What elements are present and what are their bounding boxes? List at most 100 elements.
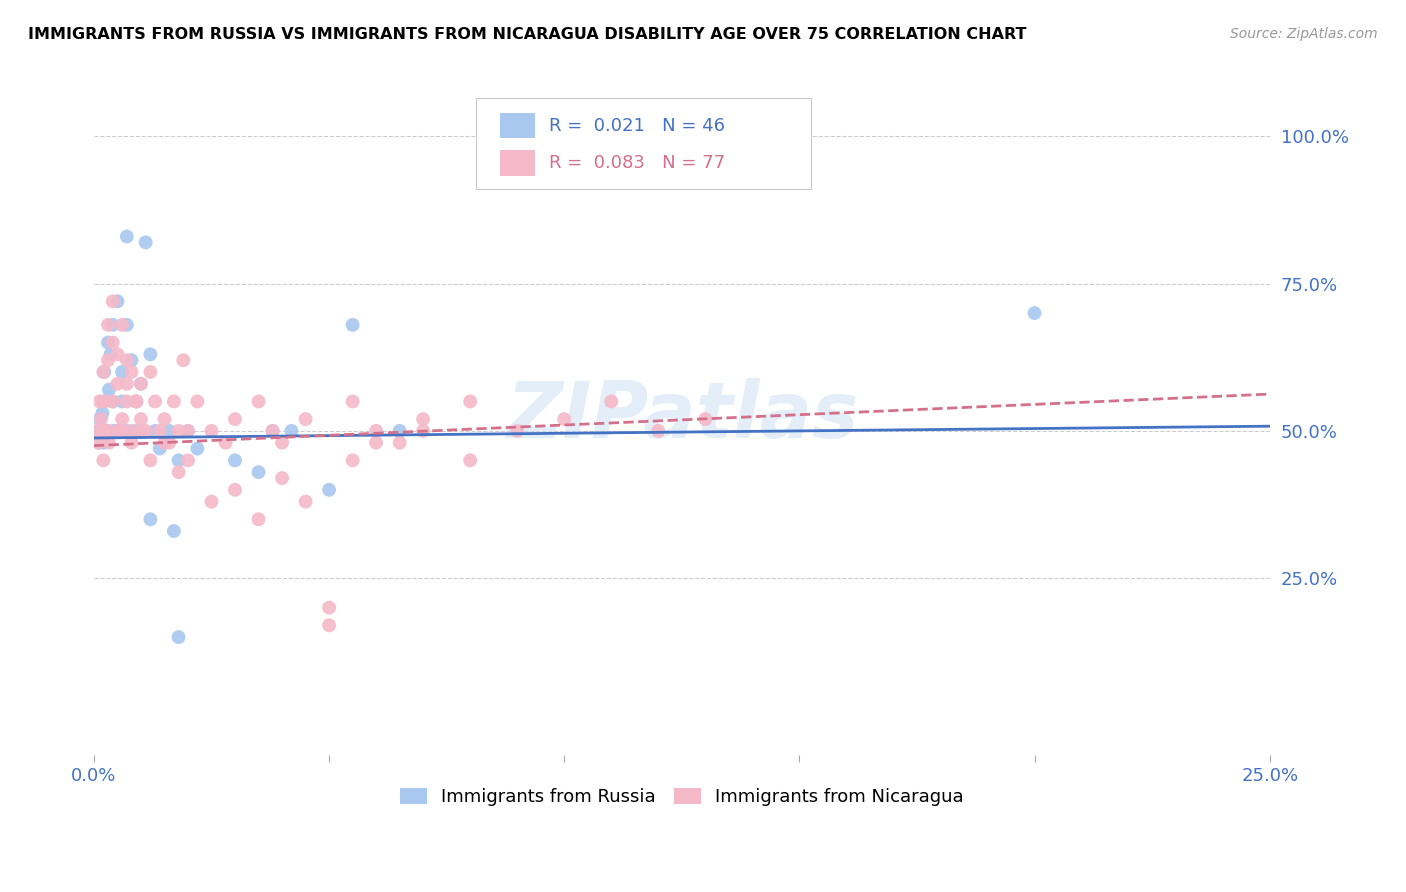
Point (97, 424, 120, 438)
Point (1024, 306, 1046, 320)
Point (412, 412, 434, 426)
Point (271, 435, 294, 450)
Point (125, 394, 148, 409)
Point (97, 353, 120, 368)
Point (139, 453, 162, 467)
Point (91, 365, 114, 379)
Point (388, 435, 411, 450)
Point (115, 353, 138, 368)
Point (149, 442, 172, 456)
Point (139, 347, 162, 361)
Point (121, 365, 143, 379)
Point (129, 424, 152, 438)
Point (101, 394, 124, 409)
Point (186, 442, 208, 456)
Point (90, 424, 112, 438)
Point (366, 435, 388, 450)
Point (91, 435, 114, 450)
Point (177, 424, 200, 438)
Point (94, 424, 117, 438)
Point (172, 353, 194, 368)
Point (342, 453, 364, 467)
Legend: Immigrants from Russia, Immigrants from Nicaragua: Immigrants from Russia, Immigrants from … (392, 780, 972, 814)
Point (87, 435, 110, 450)
Point (135, 424, 157, 438)
Point (163, 394, 186, 409)
Text: Source: ZipAtlas.com: Source: ZipAtlas.com (1230, 27, 1378, 41)
Point (115, 376, 138, 391)
Point (342, 318, 364, 332)
Point (89, 412, 111, 426)
Point (101, 394, 124, 409)
Point (121, 353, 143, 368)
Point (318, 483, 340, 497)
Point (91, 394, 114, 409)
Point (247, 512, 270, 526)
Point (224, 412, 246, 426)
Point (107, 347, 129, 361)
Point (86, 424, 108, 438)
Point (153, 412, 176, 426)
Point (129, 376, 152, 391)
Point (139, 512, 162, 526)
Point (86, 424, 108, 438)
Point (143, 424, 166, 438)
Point (262, 424, 284, 438)
Text: IMMIGRANTS FROM RUSSIA VS IMMIGRANTS FROM NICARAGUA DISABILITY AGE OVER 75 CORRE: IMMIGRANTS FROM RUSSIA VS IMMIGRANTS FRO… (28, 27, 1026, 42)
Point (111, 424, 134, 438)
Point (412, 424, 434, 438)
FancyBboxPatch shape (499, 112, 534, 138)
Point (103, 424, 125, 438)
Point (121, 435, 143, 450)
Point (224, 453, 246, 467)
Point (107, 294, 129, 309)
Point (153, 435, 176, 450)
Point (200, 494, 222, 508)
Point (186, 394, 208, 409)
Point (200, 424, 222, 438)
FancyBboxPatch shape (477, 98, 811, 189)
Point (115, 424, 138, 438)
Point (157, 424, 180, 438)
Point (224, 483, 246, 497)
Point (125, 394, 148, 409)
Point (97, 318, 120, 332)
Point (129, 412, 152, 426)
Point (98, 383, 121, 397)
Point (125, 424, 148, 438)
Text: ZIPatlas: ZIPatlas (506, 378, 858, 454)
Point (271, 471, 294, 485)
Point (167, 465, 190, 479)
Point (87, 435, 110, 450)
Point (157, 435, 180, 450)
Point (98, 435, 121, 450)
Point (214, 435, 236, 450)
Point (97, 424, 120, 438)
Point (135, 235, 157, 250)
Point (318, 618, 340, 632)
Point (91, 453, 114, 467)
Point (553, 412, 575, 426)
Point (695, 170, 717, 185)
Point (111, 318, 134, 332)
Point (458, 394, 481, 409)
Point (125, 394, 148, 409)
Point (149, 424, 172, 438)
Point (366, 424, 388, 438)
Point (101, 318, 124, 332)
Point (129, 376, 152, 391)
Point (247, 394, 270, 409)
Point (280, 424, 302, 438)
Point (163, 524, 186, 538)
FancyBboxPatch shape (499, 150, 534, 176)
Point (91, 424, 114, 438)
Point (600, 394, 623, 409)
Point (177, 453, 200, 467)
Point (107, 424, 129, 438)
Text: R =  0.083   N = 77: R = 0.083 N = 77 (548, 153, 725, 172)
Point (115, 318, 138, 332)
Point (388, 424, 411, 438)
Point (139, 365, 162, 379)
Point (111, 394, 134, 409)
Point (90, 412, 112, 426)
